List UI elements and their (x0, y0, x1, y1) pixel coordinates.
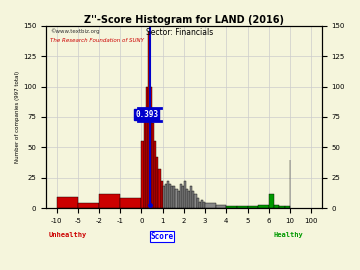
Bar (258, 205, 269, 208)
Text: The Research Foundation of SUNY: The Research Foundation of SUNY (50, 38, 144, 43)
Bar (237, 206, 248, 208)
Text: 0.393: 0.393 (135, 110, 158, 119)
Bar (285, 206, 290, 208)
Bar (120, 198, 141, 208)
Bar (192, 191, 194, 208)
Bar (141, 141, 144, 208)
Bar (173, 186, 175, 208)
Bar (279, 206, 285, 208)
Bar (177, 191, 180, 208)
Bar (154, 141, 156, 208)
Bar (248, 206, 258, 208)
Bar (167, 181, 169, 208)
Bar (205, 203, 216, 208)
Bar (197, 198, 199, 208)
Text: Sector: Financials: Sector: Financials (147, 28, 213, 37)
Bar (180, 184, 182, 208)
Bar (171, 186, 173, 208)
Bar (161, 181, 163, 208)
Text: Healthy: Healthy (274, 232, 303, 238)
Text: Score: Score (150, 232, 174, 241)
Bar (269, 194, 274, 208)
Bar (156, 157, 158, 208)
Title: Z''-Score Histogram for LAND (2016): Z''-Score Histogram for LAND (2016) (84, 15, 284, 25)
Bar (152, 123, 154, 208)
Bar (169, 184, 171, 208)
Bar (190, 186, 192, 208)
Bar (144, 117, 146, 208)
Bar (150, 87, 152, 208)
Y-axis label: Number of companies (997 total): Number of companies (997 total) (15, 71, 20, 163)
Bar (158, 169, 161, 208)
Bar (57, 197, 78, 208)
Bar (99, 194, 120, 208)
Bar (148, 32, 150, 208)
Bar (163, 186, 165, 208)
Bar (216, 205, 226, 208)
Bar (199, 202, 201, 208)
Bar (146, 87, 148, 208)
Bar (194, 194, 197, 208)
Bar (226, 206, 237, 208)
Bar (182, 186, 184, 208)
Bar (188, 191, 190, 208)
Text: Unhealthy: Unhealthy (49, 232, 87, 238)
Bar (201, 200, 203, 208)
Bar (203, 202, 205, 208)
Bar (165, 184, 167, 208)
Text: ©www.textbiz.org: ©www.textbiz.org (50, 28, 100, 34)
Bar (186, 189, 188, 208)
Bar (274, 205, 279, 208)
Bar (175, 189, 177, 208)
Bar (78, 203, 99, 208)
Bar (184, 181, 186, 208)
